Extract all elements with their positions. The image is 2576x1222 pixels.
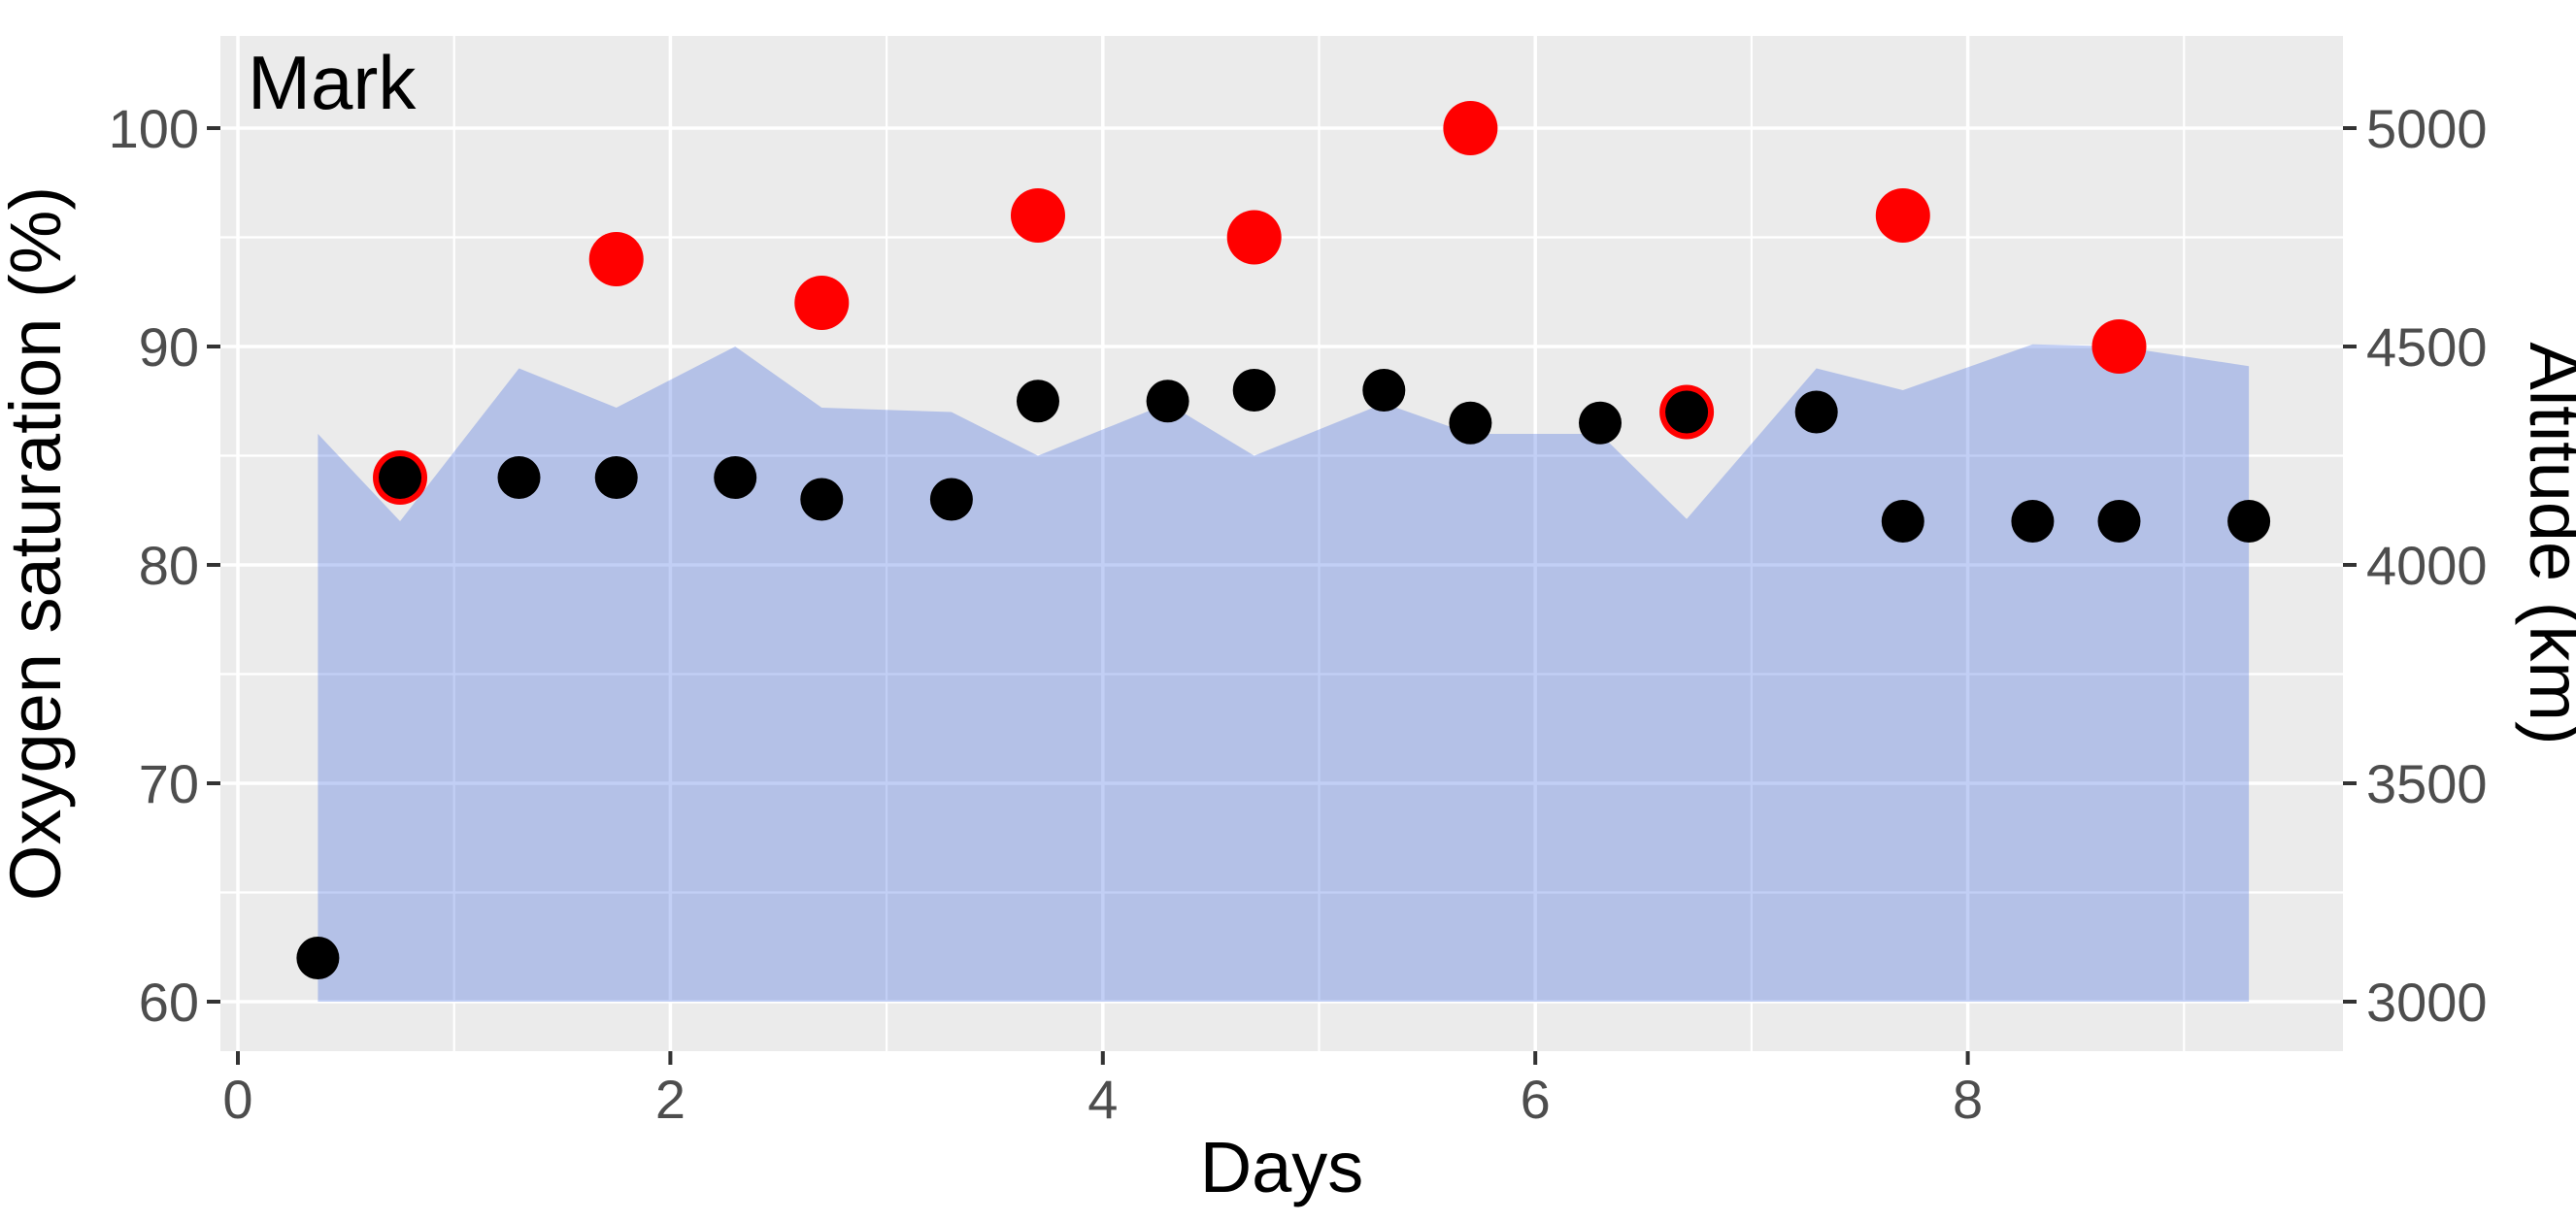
y-right-axis-title: Altitude (km): [2515, 342, 2576, 744]
black-data-point: [714, 456, 757, 499]
x-tick-label: 8: [1953, 1069, 1983, 1130]
black-data-point: [1579, 401, 1623, 445]
plot-title: Mark: [248, 40, 417, 125]
panel-layer: [220, 36, 2343, 1051]
black-data-point: [1232, 369, 1276, 412]
black-data-point: [2097, 500, 2141, 543]
y-right-tick-label: 5000: [2366, 98, 2488, 159]
red-data-point: [1875, 188, 1930, 243]
black-data-point: [1665, 390, 1709, 434]
x-tick-label: 2: [655, 1069, 686, 1130]
black-data-point: [2227, 500, 2271, 543]
x-tick-label: 4: [1087, 1069, 1118, 1130]
black-data-point: [1449, 401, 1492, 445]
y-right-tick-label: 3000: [2366, 972, 2488, 1033]
red-data-point: [1443, 101, 1498, 155]
red-data-point: [1010, 188, 1065, 243]
axis-layer: 60 70 80 90 100 0 2 4 6 8 3000 3500 4000 4500 5000: [109, 98, 2488, 1130]
black-data-point: [296, 937, 340, 979]
y-right-tick-label: 4500: [2366, 316, 2488, 378]
x-tick-label: 6: [1521, 1069, 1551, 1130]
red-data-point: [794, 276, 850, 330]
x-axis-title: Days: [1200, 1127, 1364, 1207]
gridline-layer: [220, 36, 2343, 1051]
altitude-area: [318, 344, 2250, 1002]
y-left-tick-label: 70: [139, 753, 199, 814]
x-tick-label: 0: [222, 1069, 252, 1130]
y-left-tick-label: 80: [139, 535, 199, 596]
black-data-point: [379, 456, 422, 499]
red-data-point: [2091, 319, 2147, 374]
y-right-tick-label: 3500: [2366, 753, 2488, 814]
red-data-point: [588, 232, 644, 286]
black-data-point: [929, 478, 973, 521]
black-data-point: [1362, 369, 1406, 412]
y-left-axis-title: Oxygen saturation (%): [0, 186, 76, 901]
black-data-point: [497, 456, 541, 499]
black-data-point: [1881, 500, 1924, 543]
black-data-point: [594, 456, 638, 499]
y-left-tick-label: 60: [139, 972, 199, 1033]
series-layer: [296, 101, 2271, 1002]
black-data-point: [1016, 380, 1059, 423]
black-data-point: [1146, 380, 1189, 423]
panel-background: [220, 36, 2343, 1051]
red-data-point: [1226, 210, 1282, 265]
black-data-point: [800, 478, 844, 521]
black-data-point: [2011, 500, 2055, 543]
y-right-tick-label: 4000: [2366, 535, 2488, 596]
y-left-tick-label: 90: [139, 316, 199, 378]
y-left-tick-label: 100: [109, 98, 199, 159]
black-data-point: [1794, 390, 1838, 434]
